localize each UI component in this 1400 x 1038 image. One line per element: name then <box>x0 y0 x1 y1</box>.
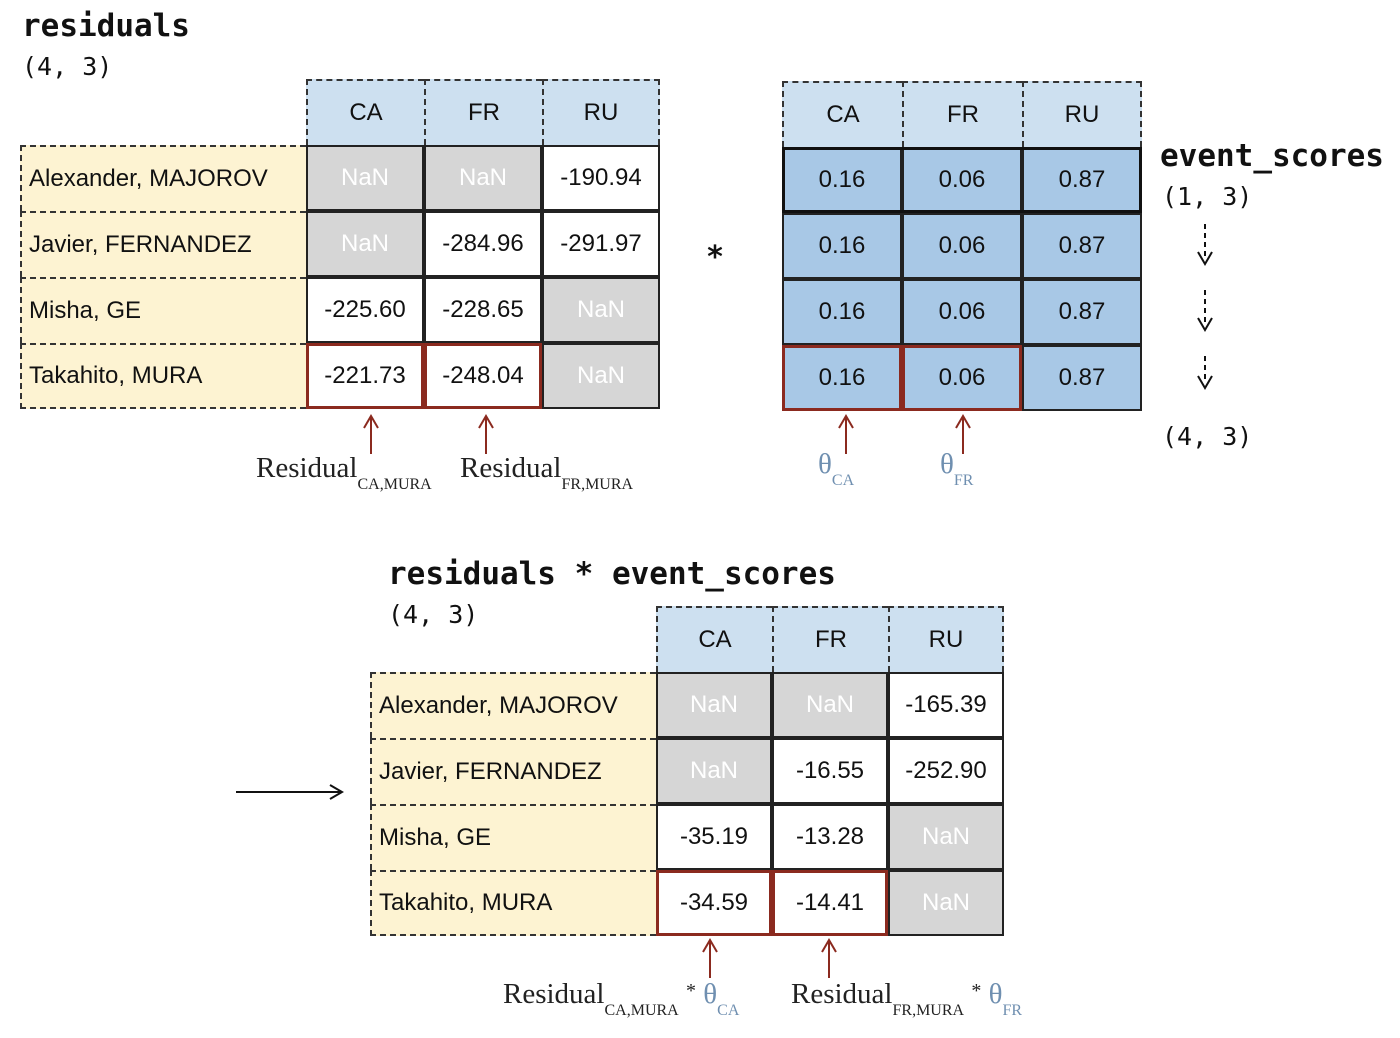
col-header-ru: RU <box>888 606 1004 672</box>
original-row-outline <box>782 147 1142 213</box>
table-cell: -225.60 <box>306 277 424 343</box>
table-cell-highlighted: -221.73 <box>306 343 424 409</box>
score-cell-highlighted: 0.06 <box>902 345 1022 411</box>
row-label: Misha, GE <box>370 804 656 870</box>
table-cell: -291.97 <box>542 211 660 277</box>
table-cell: NaN <box>306 211 424 277</box>
event-scores-shape-before: (1, 3) <box>1162 182 1253 211</box>
multiply-operator: * <box>706 240 725 275</box>
broadcast-arrows <box>1197 224 1213 390</box>
event-scores-title: event_scores <box>1160 138 1384 174</box>
row-label: Javier, FERNANDEZ <box>370 738 656 804</box>
table-cell: NaN <box>542 277 660 343</box>
score-cell: 0.87 <box>1022 213 1142 279</box>
table-cell: -252.90 <box>888 738 1004 804</box>
annotation-product-fr: ResidualFR,MURA * θFR <box>791 978 1023 1019</box>
table-cell: NaN <box>772 672 888 738</box>
score-cell: 0.16 <box>782 213 902 279</box>
result-arrow-icon <box>236 784 344 800</box>
annotation-theta-ca: θCA <box>818 448 855 489</box>
col-header-ru: RU <box>1022 81 1142 147</box>
row-label: Misha, GE <box>20 277 306 343</box>
table-cell-highlighted: -14.41 <box>772 870 888 936</box>
score-cell: 0.16 <box>782 279 902 345</box>
row-label: Takahito, MURA <box>20 343 306 409</box>
table-cell-highlighted: -34.59 <box>656 870 772 936</box>
table-cell: -13.28 <box>772 804 888 870</box>
col-header-ru: RU <box>542 79 660 145</box>
score-cell: 0.87 <box>1022 279 1142 345</box>
table-cell: -35.19 <box>656 804 772 870</box>
table-cell: -284.96 <box>424 211 542 277</box>
table-cell: NaN <box>424 145 542 211</box>
table-cell: NaN <box>888 870 1004 936</box>
table-cell: -165.39 <box>888 672 1004 738</box>
annotation-residual-ca: ResidualCA,MURA <box>256 452 432 493</box>
row-label: Javier, FERNANDEZ <box>20 211 306 277</box>
table-cell: -16.55 <box>772 738 888 804</box>
residuals-title: residuals <box>22 8 190 44</box>
score-cell-highlighted: 0.16 <box>782 345 902 411</box>
col-header-ca: CA <box>782 81 902 147</box>
annotation-residual-fr: ResidualFR,MURA <box>460 452 634 493</box>
event-scores-shape-after: (4, 3) <box>1162 422 1253 451</box>
table-cell: NaN <box>542 343 660 409</box>
col-header-ca: CA <box>306 79 424 145</box>
col-header-fr: FR <box>772 606 888 672</box>
annotation-product-ca: ResidualCA,MURA * θCA <box>503 978 740 1019</box>
residuals-shape: (4, 3) <box>22 52 113 81</box>
table-cell: -190.94 <box>542 145 660 211</box>
table-cell: NaN <box>656 738 772 804</box>
col-header-fr: FR <box>902 81 1022 147</box>
table-cell: -228.65 <box>424 277 542 343</box>
table-cell: NaN <box>306 145 424 211</box>
row-label: Alexander, MAJOROV <box>370 672 656 738</box>
annotation-arrows-bottom <box>702 938 837 978</box>
annotation-theta-fr: θFR <box>940 448 974 489</box>
score-cell: 0.06 <box>902 213 1022 279</box>
table-cell-highlighted: -248.04 <box>424 343 542 409</box>
score-cell: 0.87 <box>1022 345 1142 411</box>
row-label: Takahito, MURA <box>370 870 656 936</box>
col-header-ca: CA <box>656 606 772 672</box>
annotation-arrows-top <box>363 414 971 454</box>
result-shape: (4, 3) <box>388 600 479 629</box>
table-cell: NaN <box>888 804 1004 870</box>
row-label: Alexander, MAJOROV <box>20 145 306 211</box>
table-cell: NaN <box>656 672 772 738</box>
col-header-fr: FR <box>424 79 542 145</box>
result-title: residuals * event_scores <box>388 556 836 592</box>
score-cell: 0.06 <box>902 279 1022 345</box>
